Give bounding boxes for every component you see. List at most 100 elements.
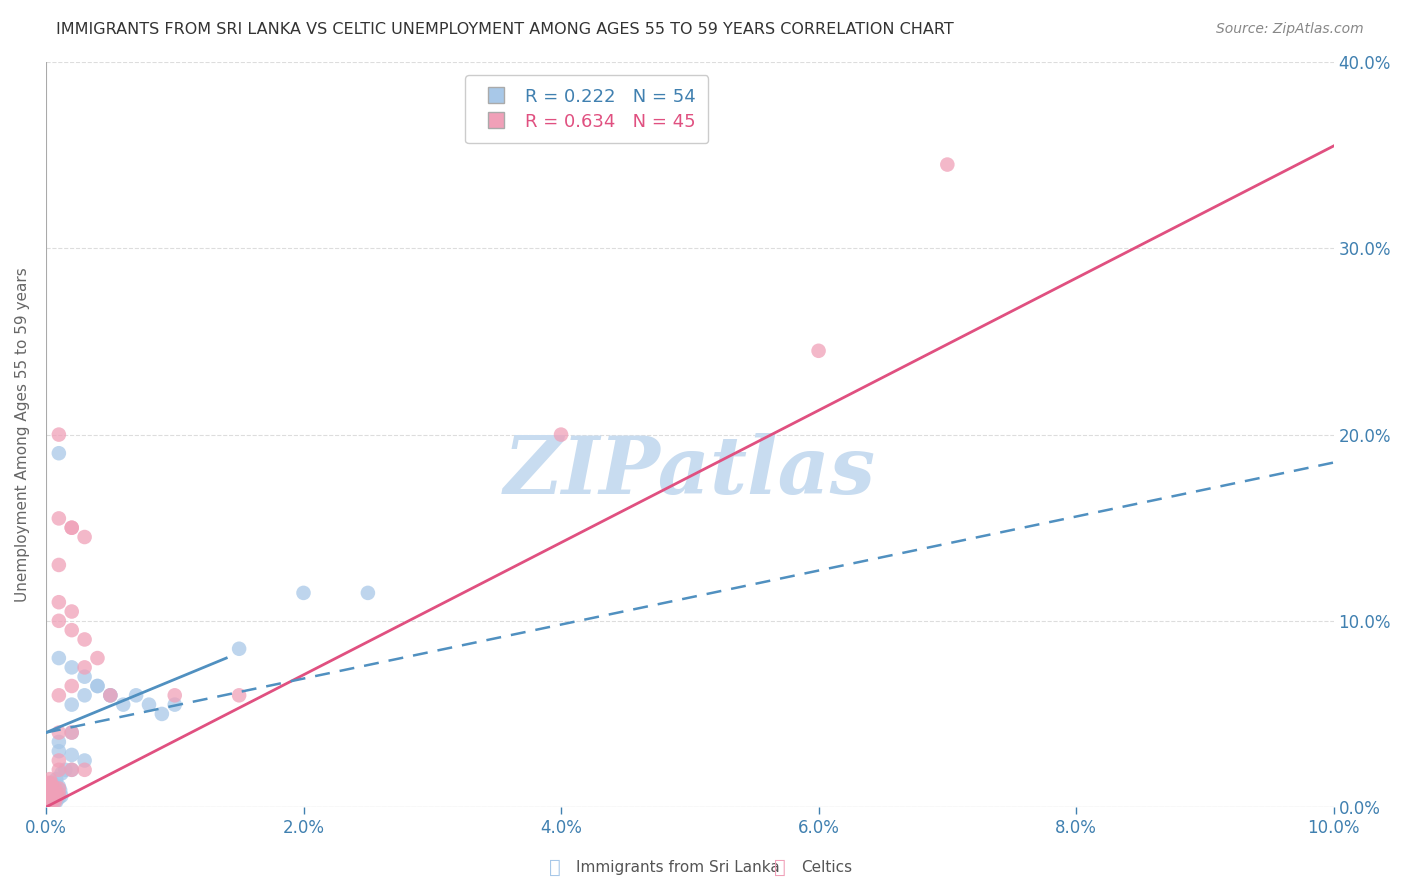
Point bbox=[44, 795, 66, 809]
Point bbox=[38, 787, 60, 801]
Point bbox=[60, 521, 83, 535]
Point bbox=[48, 781, 70, 796]
Point bbox=[51, 789, 73, 803]
Point bbox=[44, 792, 66, 806]
Point bbox=[48, 780, 70, 794]
Point bbox=[60, 763, 83, 777]
Text: IMMIGRANTS FROM SRI LANKA VS CELTIC UNEMPLOYMENT AMONG AGES 55 TO 59 YEARS CORRE: IMMIGRANTS FROM SRI LANKA VS CELTIC UNEM… bbox=[56, 22, 955, 37]
Point bbox=[98, 689, 121, 703]
Text: Immigrants from Sri Lanka: Immigrants from Sri Lanka bbox=[576, 860, 780, 874]
Point bbox=[73, 689, 96, 703]
Point bbox=[48, 790, 70, 805]
Point bbox=[38, 795, 60, 809]
Text: ⬜: ⬜ bbox=[550, 857, 561, 877]
Point bbox=[48, 689, 70, 703]
Point bbox=[38, 781, 60, 796]
Point bbox=[48, 614, 70, 628]
Point bbox=[38, 795, 60, 809]
Point bbox=[39, 790, 62, 805]
Point bbox=[60, 660, 83, 674]
Point bbox=[49, 783, 72, 797]
Point bbox=[86, 679, 108, 693]
Point bbox=[60, 747, 83, 762]
Point bbox=[48, 725, 70, 739]
Point bbox=[44, 790, 66, 805]
Point bbox=[357, 586, 380, 600]
Point bbox=[48, 511, 70, 525]
Point bbox=[41, 789, 63, 803]
Point bbox=[42, 790, 65, 805]
Point bbox=[38, 790, 60, 805]
Point bbox=[138, 698, 160, 712]
Point bbox=[86, 651, 108, 665]
Point bbox=[38, 795, 60, 809]
Point bbox=[73, 670, 96, 684]
Point bbox=[48, 651, 70, 665]
Point bbox=[60, 679, 83, 693]
Point bbox=[163, 689, 186, 703]
Point bbox=[39, 776, 62, 790]
Point bbox=[98, 689, 121, 703]
Point bbox=[44, 783, 66, 797]
Point bbox=[48, 744, 70, 758]
Point bbox=[48, 595, 70, 609]
Point bbox=[45, 790, 67, 805]
Point bbox=[60, 698, 83, 712]
Point bbox=[292, 586, 315, 600]
Text: ⬜: ⬜ bbox=[775, 857, 786, 877]
Point bbox=[73, 632, 96, 647]
Point bbox=[60, 521, 83, 535]
Point bbox=[550, 427, 572, 442]
Point bbox=[38, 792, 60, 806]
Point bbox=[86, 679, 108, 693]
Point bbox=[112, 698, 135, 712]
Point bbox=[60, 725, 83, 739]
Point bbox=[73, 754, 96, 768]
Point bbox=[41, 781, 63, 796]
Text: ZIPatlas: ZIPatlas bbox=[503, 434, 876, 510]
Point bbox=[39, 778, 62, 792]
Point bbox=[150, 706, 173, 721]
Point bbox=[39, 790, 62, 805]
Point bbox=[73, 530, 96, 544]
Point bbox=[41, 776, 63, 790]
Point bbox=[53, 763, 76, 777]
Point bbox=[41, 780, 63, 794]
Point bbox=[73, 763, 96, 777]
Point bbox=[38, 772, 60, 786]
Point bbox=[46, 789, 69, 803]
Point bbox=[41, 795, 63, 809]
Point bbox=[48, 558, 70, 572]
Point bbox=[42, 787, 65, 801]
Point bbox=[38, 785, 60, 799]
Y-axis label: Unemployment Among Ages 55 to 59 years: Unemployment Among Ages 55 to 59 years bbox=[15, 268, 30, 602]
Text: Source: ZipAtlas.com: Source: ZipAtlas.com bbox=[1216, 22, 1364, 37]
Point bbox=[44, 781, 66, 796]
Point bbox=[41, 789, 63, 803]
Point bbox=[163, 698, 186, 712]
Point bbox=[48, 763, 70, 777]
Point bbox=[228, 641, 250, 656]
Point bbox=[807, 343, 830, 358]
Point bbox=[48, 754, 70, 768]
Point bbox=[46, 781, 69, 796]
Legend: R = 0.222   N = 54, R = 0.634   N = 45: R = 0.222 N = 54, R = 0.634 N = 45 bbox=[465, 75, 709, 144]
Point bbox=[38, 781, 60, 796]
Point bbox=[45, 795, 67, 809]
Point bbox=[48, 446, 70, 460]
Point bbox=[73, 660, 96, 674]
Point bbox=[48, 427, 70, 442]
Point bbox=[48, 735, 70, 749]
Point bbox=[48, 787, 70, 801]
Point bbox=[936, 157, 959, 171]
Point bbox=[38, 778, 60, 792]
Point bbox=[60, 605, 83, 619]
Point bbox=[98, 689, 121, 703]
Point bbox=[45, 772, 67, 786]
Point bbox=[60, 725, 83, 739]
Text: Celtics: Celtics bbox=[801, 860, 852, 874]
Point bbox=[51, 766, 73, 780]
Point bbox=[38, 781, 60, 796]
Point bbox=[44, 785, 66, 799]
Point bbox=[60, 623, 83, 637]
